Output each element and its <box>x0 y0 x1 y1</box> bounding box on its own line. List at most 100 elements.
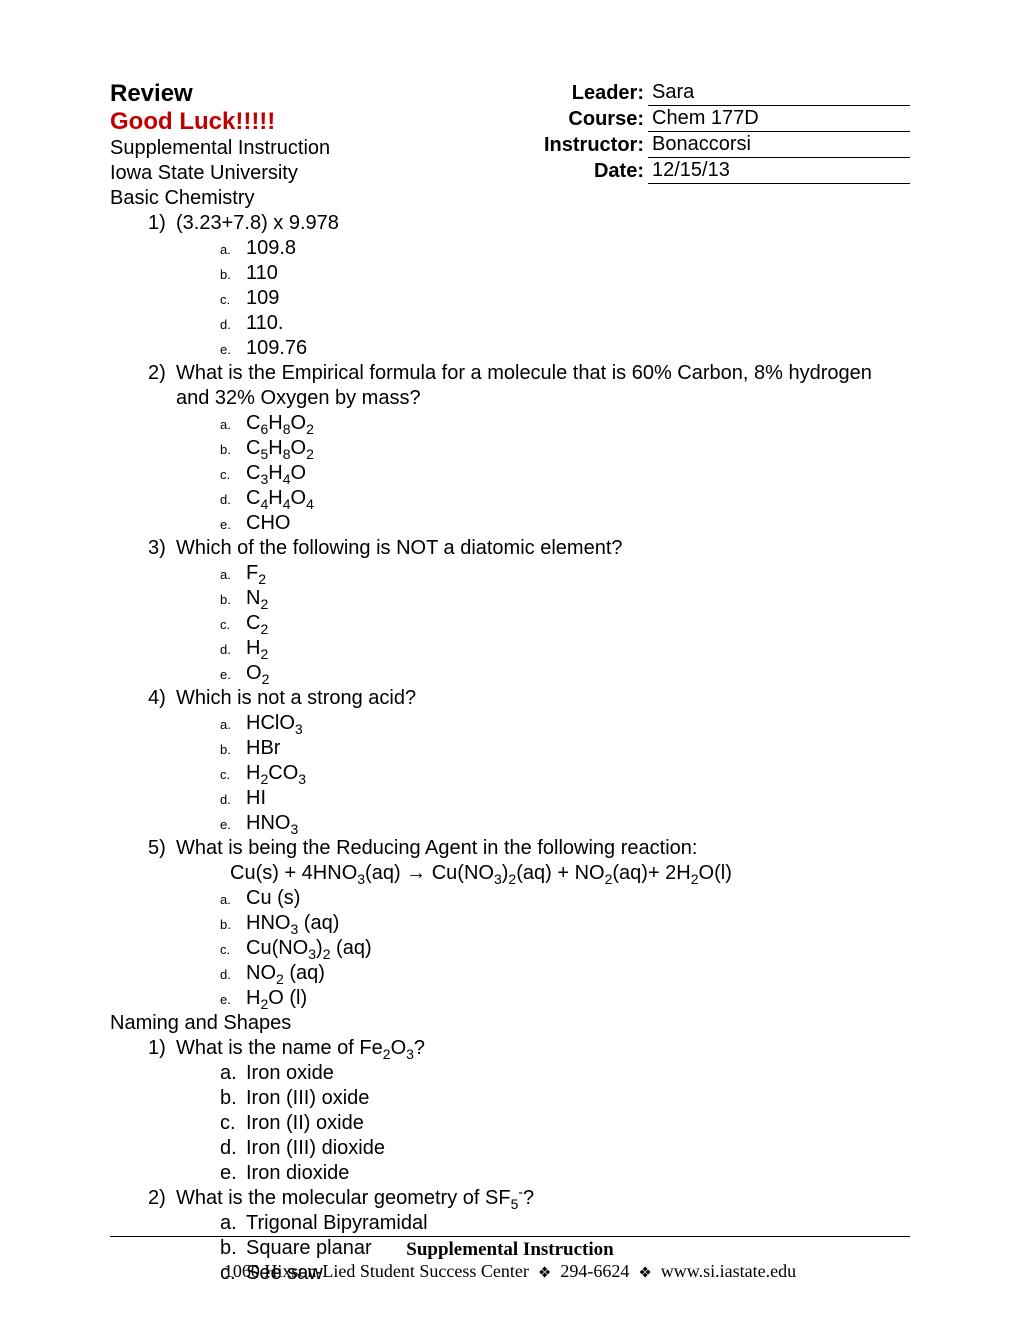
question: 1)What is the name of Fe2O3? <box>148 1036 910 1061</box>
option-letter: a. <box>220 717 246 733</box>
footer-address: 1060 Hixson-Lied Student Success Center <box>224 1261 529 1281</box>
option-letter: a. <box>220 417 246 433</box>
option-letter: c. <box>220 292 246 308</box>
question: 1)(3.23+7.8) x 9.978 <box>148 211 910 236</box>
question-number: 1) <box>148 211 176 236</box>
option: e.H2O (l) <box>220 986 910 1011</box>
option: c.Iron (II) oxide <box>220 1111 910 1136</box>
option-text: Iron oxide <box>246 1061 334 1086</box>
option-text: HNO3 (aq) <box>246 911 339 936</box>
option-letter: e. <box>220 667 246 683</box>
info-label: Leader: <box>520 80 648 106</box>
option-text: CHO <box>246 511 290 536</box>
option: b.110 <box>220 261 910 286</box>
title-goodluck: Good Luck!!!!! <box>110 108 520 136</box>
option-letter: d. <box>220 792 246 808</box>
option: b.Iron (III) oxide <box>220 1086 910 1111</box>
option: a.C6H8O2 <box>220 411 910 436</box>
option-letter: c. <box>220 767 246 783</box>
info-label: Course: <box>520 106 648 132</box>
option-text: C3H4O <box>246 461 306 486</box>
option-text: Iron (III) oxide <box>246 1086 369 1111</box>
info-row: Course:Chem 177D <box>520 106 910 132</box>
option-text: 109.76 <box>246 336 307 361</box>
title-review: Review <box>110 80 520 108</box>
option-letter: b. <box>220 742 246 758</box>
option: a.HClO3 <box>220 711 910 736</box>
option: d.HI <box>220 786 910 811</box>
option: e.109.76 <box>220 336 910 361</box>
option-letter: d. <box>220 1136 246 1161</box>
option: e.Iron dioxide <box>220 1161 910 1186</box>
option-text: 110. <box>246 311 283 336</box>
option-text: NO2 (aq) <box>246 961 325 986</box>
diamond-icon: ❖ <box>538 1265 551 1281</box>
option-text: Trigonal Bipyramidal <box>246 1211 428 1236</box>
question-number: 3) <box>148 536 176 561</box>
option: b.HNO3 (aq) <box>220 911 910 936</box>
option-text: O2 <box>246 661 269 686</box>
info-label: Date: <box>520 158 648 184</box>
option: a.Trigonal Bipyramidal <box>220 1211 910 1236</box>
section-title: Basic Chemistry <box>110 186 910 211</box>
question-text: What is the Empirical formula for a mole… <box>176 361 910 411</box>
option: e.HNO3 <box>220 811 910 836</box>
option-text: 109 <box>246 286 279 311</box>
option: e.O2 <box>220 661 910 686</box>
info-value: Chem 177D <box>648 106 910 132</box>
option-text: Cu(NO3)2 (aq) <box>246 936 372 961</box>
option: c.C3H4O <box>220 461 910 486</box>
footer: Supplemental Instruction 1060 Hixson-Lie… <box>110 1236 910 1282</box>
question-number: 1) <box>148 1036 176 1061</box>
option-text: HI <box>246 786 266 811</box>
option: c.H2CO3 <box>220 761 910 786</box>
subtitle-si: Supplemental Instruction <box>110 136 520 161</box>
option-text: HClO3 <box>246 711 303 736</box>
option-letter: a. <box>220 1061 246 1086</box>
option-letter: b. <box>220 267 246 283</box>
question-text: What is being the Reducing Agent in the … <box>176 836 910 861</box>
header-info: Leader:SaraCourse:Chem 177DInstructor:Bo… <box>520 80 910 184</box>
option-text: H2 <box>246 636 268 661</box>
option: d.Iron (III) dioxide <box>220 1136 910 1161</box>
option-text: 109.8 <box>246 236 296 261</box>
footer-phone: 294-6624 <box>560 1261 629 1281</box>
question-number: 5) <box>148 836 176 861</box>
option-letter: a. <box>220 892 246 908</box>
option-letter: e. <box>220 992 246 1008</box>
option-text: HNO3 <box>246 811 298 836</box>
content: Basic Chemistry1)(3.23+7.8) x 9.978 a. 109… <box>110 186 910 1286</box>
option-text: H2CO3 <box>246 761 306 786</box>
option: a.Iron oxide <box>220 1061 910 1086</box>
option-letter: a. <box>220 1211 246 1236</box>
option-letter: a. <box>220 567 246 583</box>
option-letter: d. <box>220 317 246 333</box>
option-letter: c. <box>220 1111 246 1136</box>
option-text: Iron (III) dioxide <box>246 1136 385 1161</box>
option-letter: b. <box>220 592 246 608</box>
option-letter: b. <box>220 442 246 458</box>
info-value: Sara <box>648 80 910 106</box>
option-text: Iron dioxide <box>246 1161 349 1186</box>
question: 3)Which of the following is NOT a diatom… <box>148 536 910 561</box>
option-text: Cu (s) <box>246 886 300 911</box>
option: b.N2 <box>220 586 910 611</box>
info-row: Leader:Sara <box>520 80 910 106</box>
option: a.Cu (s) <box>220 886 910 911</box>
info-label: Instructor: <box>520 132 648 158</box>
option-text: N2 <box>246 586 268 611</box>
question: 5)What is being the Reducing Agent in th… <box>148 836 910 861</box>
option-text: 110 <box>246 261 278 286</box>
option-text: C4H4O4 <box>246 486 314 511</box>
section-title: Naming and Shapes <box>110 1011 910 1036</box>
info-row: Date:12/15/13 <box>520 158 910 184</box>
option-text: F2 <box>246 561 266 586</box>
option-text: H2O (l) <box>246 986 307 1011</box>
option-text: C2 <box>246 611 268 636</box>
option-text: C5H8O2 <box>246 436 314 461</box>
info-value: Bonaccorsi <box>648 132 910 158</box>
option-text: HBr <box>246 736 280 761</box>
question: 2)What is the molecular geometry of SF5-… <box>148 1186 910 1211</box>
option: c.109 <box>220 286 910 311</box>
option-letter: d. <box>220 492 246 508</box>
